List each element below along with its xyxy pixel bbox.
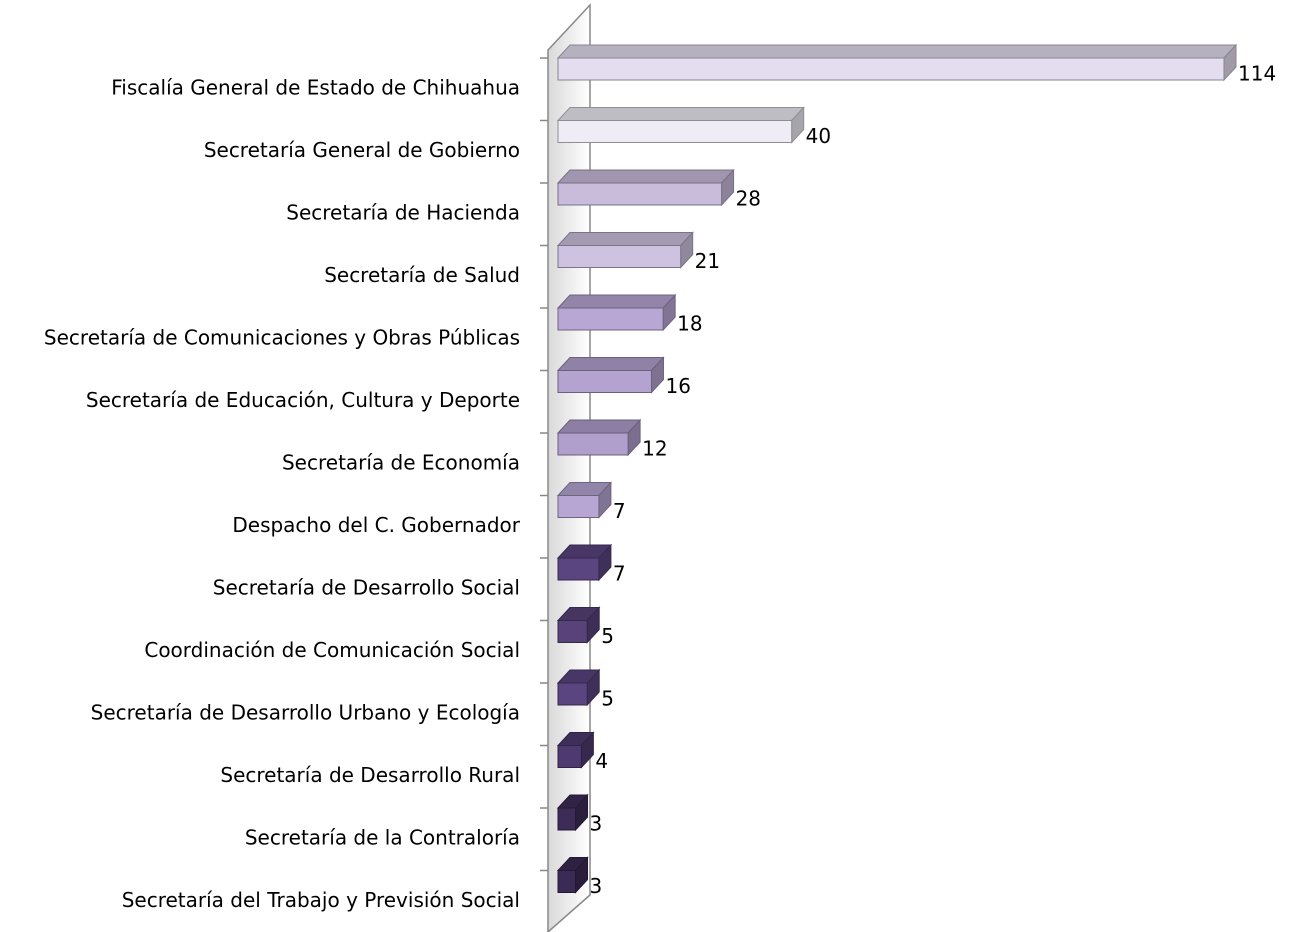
category-label: Secretaría de Desarrollo Urbano y Ecolog… <box>91 701 520 725</box>
bar <box>556 356 665 394</box>
value-label: 114 <box>1238 62 1276 86</box>
bar <box>556 231 694 269</box>
bar <box>556 856 589 894</box>
value-label: 3 <box>590 812 603 836</box>
bar <box>556 606 601 644</box>
bar-front <box>557 57 1225 81</box>
bar-top <box>556 44 1238 59</box>
bar <box>556 481 613 519</box>
value-label: 28 <box>736 187 761 211</box>
bar-front <box>557 182 723 206</box>
bar-top <box>556 107 805 121</box>
category-label: Secretaría de Educación, Cultura y Depor… <box>86 388 520 412</box>
bar-top <box>556 294 677 309</box>
category-label: Secretaría de Salud <box>324 263 520 287</box>
category-label: Secretaría de Economía <box>282 451 520 475</box>
value-label: 5 <box>601 687 614 711</box>
bar-front <box>557 307 664 331</box>
bar-front <box>557 807 577 831</box>
bar-front <box>557 370 652 393</box>
category-label: Coordinación de Comunicación Social <box>144 638 520 662</box>
bar-front <box>557 557 600 581</box>
bar-front <box>557 495 600 518</box>
bar-front <box>557 620 588 643</box>
category-label: Secretaría de la Contraloría <box>245 826 520 850</box>
bar-top <box>556 419 642 434</box>
bar <box>556 668 601 707</box>
value-label: 40 <box>806 124 831 148</box>
bar-top <box>556 169 735 184</box>
value-label: 7 <box>613 562 626 586</box>
bar <box>556 731 595 769</box>
category-label: Secretaría de Comunicaciones y Obras Púb… <box>44 326 520 350</box>
bar-top <box>556 232 694 246</box>
category-label: Despacho del C. Gobernador <box>232 513 520 537</box>
value-label: 18 <box>677 312 702 336</box>
bar-front <box>557 245 682 268</box>
bar <box>556 43 1238 82</box>
value-label: 12 <box>642 437 667 461</box>
value-label: 4 <box>595 749 608 773</box>
bar <box>556 168 735 207</box>
category-label: Secretaría del Trabajo y Previsión Socia… <box>122 888 520 912</box>
value-label: 7 <box>613 499 626 523</box>
bar <box>556 418 642 457</box>
bar <box>556 543 613 582</box>
value-label: 3 <box>590 874 603 898</box>
category-label: Secretaría General de Gobierno <box>204 138 520 162</box>
bar-top <box>556 357 665 371</box>
bar-front <box>557 120 793 143</box>
category-label: Fiscalía General de Estado de Chihuahua <box>111 76 520 100</box>
bar <box>556 293 677 332</box>
bar-front <box>557 745 582 768</box>
value-label: 16 <box>665 374 690 398</box>
category-ticks <box>540 57 548 872</box>
bar-front <box>557 432 629 456</box>
bar-front <box>557 682 588 706</box>
bar <box>556 106 805 144</box>
bar <box>556 793 589 832</box>
value-label: 5 <box>601 624 614 648</box>
category-label: Secretaría de Desarrollo Rural <box>220 763 520 787</box>
category-label: Secretaría de Desarrollo Social <box>213 576 520 600</box>
bar-front <box>557 870 577 893</box>
category-label: Secretaría de Hacienda <box>286 201 520 225</box>
back-wall <box>547 3 591 932</box>
value-label: 21 <box>695 249 720 273</box>
